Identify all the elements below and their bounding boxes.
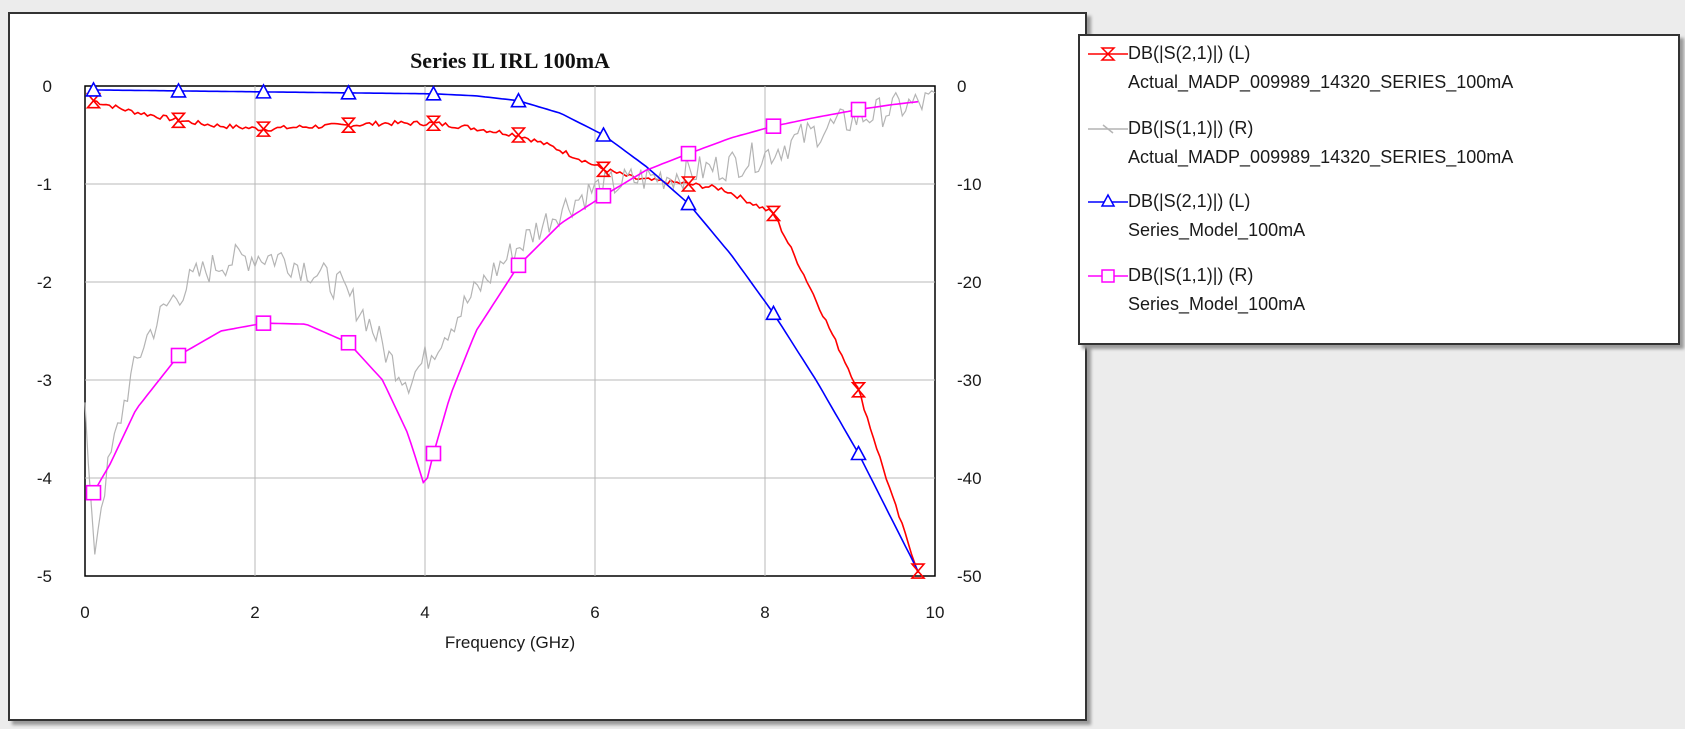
series-line-1 (84, 90, 936, 555)
data-point-hourglass (510, 127, 527, 143)
data-point-square (510, 257, 527, 274)
data-point-triangle (85, 81, 102, 97)
data-point-hourglass (595, 161, 612, 178)
data-point-square (595, 187, 612, 204)
legend-swatch-tick (1088, 124, 1128, 134)
y-right-tick-label: -50 (957, 567, 982, 586)
y-right-tick-label: 0 (957, 77, 966, 96)
data-point-triangle (680, 194, 697, 211)
y-left-tick-label: -3 (37, 371, 52, 390)
marker-layer (85, 81, 926, 579)
x-tick-label: 2 (250, 603, 259, 622)
legend-swatch-square (1088, 269, 1128, 283)
plot-area (84, 85, 936, 577)
x-tick-label: 10 (926, 603, 945, 622)
data-point-triangle (255, 83, 272, 99)
data-point-square (255, 315, 272, 331)
data-point-square (85, 484, 102, 501)
data-point-square (170, 347, 187, 364)
x-tick-label: 8 (760, 603, 769, 622)
y-right-tick-label: -10 (957, 175, 982, 194)
legend: DB(|S(2,1)|) (L) Actual_MADP_009989_1432… (1078, 34, 1680, 345)
data-point-square (680, 145, 697, 162)
data-point-hourglass (340, 117, 357, 133)
data-point-triangle (340, 84, 357, 100)
data-point-triangle (595, 126, 612, 142)
legend-series-name: DB(|S(2,1)|) (L) (1128, 191, 1251, 211)
legend-dataset-name: Actual_MADP_009989_14320_SERIES_100mA (1128, 147, 1514, 167)
data-point-hourglass (850, 382, 867, 398)
data-point-square (765, 118, 782, 134)
series-line-0 (93, 99, 919, 574)
data-point-hourglass (680, 176, 697, 192)
x-tick-label: 6 (590, 603, 599, 622)
data-point-triangle (425, 85, 442, 101)
x-axis-label: Frequency (GHz) (445, 633, 575, 652)
data-point-square (850, 101, 867, 118)
y-right-tick-label: -40 (957, 469, 982, 488)
y-right-tick-label: -30 (957, 371, 982, 390)
x-tick-label: 4 (420, 603, 429, 622)
x-tick-label: 0 (80, 603, 89, 622)
data-point-hourglass (170, 112, 187, 129)
data-point-triangle (170, 82, 187, 98)
data-point-hourglass (765, 205, 782, 222)
y-left-tick-label: -5 (37, 567, 52, 586)
legend-dataset-name: Actual_MADP_009989_14320_SERIES_100mA (1128, 72, 1514, 92)
legend-dataset-name: Series_Model_100mA (1128, 220, 1306, 240)
legend-entry[interactable]: DB(|S(1,1)|) (R) Series_Model_100mA (1080, 262, 1678, 330)
y-left-tick-label: -2 (37, 273, 52, 292)
series-line-2 (93, 89, 919, 572)
y-right-tick-label: -20 (957, 273, 982, 292)
legend-swatch-triangle (1088, 193, 1128, 207)
chart-title: Series IL IRL 100mA (410, 48, 610, 73)
legend-entry[interactable]: DB(|S(1,1)|) (R) Actual_MADP_009989_1432… (1080, 115, 1678, 183)
legend-swatch-hourglass (1088, 47, 1128, 61)
y-left-tick-label: -4 (37, 469, 52, 488)
data-point-triangle (510, 92, 527, 108)
chart-window: 0 2 4 6 8 10 0 -1 -2 -3 -4 -5 0 -10 -20 -30 -40 -50 Serie… (8, 12, 1087, 721)
chart-plot: 0 2 4 6 8 100-1-2-3-4-50-10-20-30-40-50 Serie… (37, 48, 982, 652)
legend-series-name: DB(|S(2,1)|) (L) (1128, 43, 1251, 63)
y-left-tick-label: -1 (37, 175, 52, 194)
data-point-triangle (765, 304, 782, 321)
legend-series-name: DB(|S(1,1)|) (R) (1128, 118, 1254, 138)
legend-series-name: DB(|S(1,1)|) (R) (1128, 265, 1254, 285)
y-left-tick-label: 0 (43, 77, 52, 96)
legend-entry[interactable]: DB(|S(2,1)|) (L) Actual_MADP_009989_1432… (1080, 40, 1678, 108)
legend-dataset-name: Series_Model_100mA (1128, 294, 1306, 314)
data-point-hourglass (255, 121, 272, 137)
data-point-hourglass (425, 115, 442, 132)
legend-entry[interactable]: DB(|S(2,1)|) (L) Series_Model_100mA (1080, 188, 1678, 256)
data-point-hourglass (910, 563, 926, 579)
grid-lines (85, 86, 935, 576)
tick-labels: 0 2 4 6 8 100-1-2-3-4-50-10-20-30-40-50 (37, 77, 982, 622)
data-point-square (425, 445, 442, 462)
data-point-square (340, 334, 357, 351)
data-point-triangle (850, 444, 867, 461)
